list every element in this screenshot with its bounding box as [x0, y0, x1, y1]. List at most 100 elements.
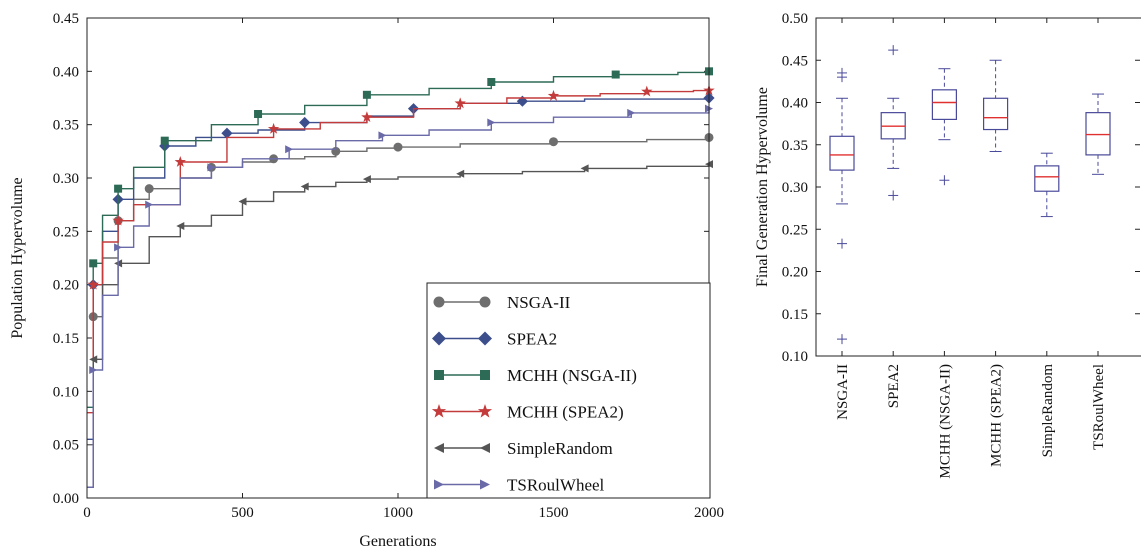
legend-marker: [480, 479, 490, 490]
x-tick-label: 500: [231, 505, 254, 521]
legend-label: NSGA-II: [507, 293, 571, 312]
y-tick-label: 0.00: [53, 491, 79, 507]
y-tick-label: 0.10: [782, 349, 808, 365]
data-point: [580, 164, 589, 173]
series-lines: [87, 67, 715, 489]
y-tick-label: 0.30: [53, 171, 79, 187]
left-axis-ticks: 0.00 0.05 0.10 0.15 0.20 0.25 0.30 0.35 0.40 0.45…: [53, 11, 724, 521]
legend-label: MCHH (NSGA-II): [507, 366, 637, 385]
data-point: [299, 116, 311, 129]
legend-label: SPEA2: [507, 330, 557, 349]
category-label: TSRoulWheel: [1091, 364, 1107, 450]
data-point: [174, 156, 187, 167]
data-point: [176, 222, 185, 230]
data-point: [627, 108, 636, 117]
data-point: [114, 184, 123, 193]
data-point: [144, 184, 154, 194]
data-point: [456, 169, 465, 178]
data-point: [641, 85, 653, 97]
y-tick-label: 0.05: [53, 438, 79, 454]
legend-marker: [434, 443, 444, 453]
data-point: [112, 214, 124, 226]
box: [829, 135, 855, 171]
series-line: [87, 89, 709, 414]
box-y-axis-label: Final Generation Hypervolume: [754, 87, 771, 287]
y-axis-label: Population Hypervolume: [9, 177, 26, 338]
data-point: [611, 70, 620, 79]
x-tick-label: 1000: [383, 505, 413, 521]
y-tick-label: 0.35: [53, 118, 79, 134]
data-point: [454, 97, 466, 109]
y-tick-label: 0.15: [782, 307, 808, 323]
legend-label: TSRoulWheel: [507, 476, 605, 495]
legend-items: NSGA-II SPEA2 MCHH (NSGA-II) MCHH (SPEA2) Si…: [431, 293, 637, 495]
data-point: [362, 90, 371, 99]
y-tick-label: 0.35: [782, 138, 808, 154]
data-point: [89, 259, 98, 268]
category-label: MCHH (NSGA-II): [937, 364, 953, 479]
y-tick-label: 0.30: [782, 180, 808, 196]
legend-marker: [431, 404, 447, 418]
data-point: [487, 78, 496, 86]
box: [982, 97, 1009, 131]
data-point: [89, 366, 98, 374]
y-tick-label: 0.40: [782, 96, 808, 112]
category-label: SPEA2: [886, 364, 902, 408]
right-axis-ticks: 0.10 0.15 0.20 0.25 0.30 0.35 0.40 0.45 0.50: [782, 11, 1140, 365]
legend-marker: [478, 331, 492, 346]
legend-marker: [480, 370, 490, 380]
legend-box: [426, 282, 711, 499]
y-tick-label: 0.10: [53, 384, 79, 400]
legend-label: MCHH (SPEA2): [507, 403, 624, 422]
category-label: NSGA-II: [835, 364, 851, 420]
x-axis-label: Generations: [359, 533, 436, 550]
legend-marker: [479, 296, 491, 308]
y-tick-label: 0.50: [782, 11, 808, 27]
box-plots: NSGA-II SPEA2 MCHH (NSGA-II) MCHH (SPEA2) Si…: [829, 18, 1111, 479]
data-point: [393, 142, 403, 152]
x-tick-label: 0: [83, 505, 91, 521]
data-point: [238, 197, 247, 206]
left-plot-frame: [86, 17, 710, 499]
data-point: [87, 278, 99, 290]
data-point: [221, 127, 233, 139]
data-point: [89, 355, 98, 364]
legend-marker: [433, 296, 445, 308]
series-line: [87, 108, 710, 489]
data-point: [267, 122, 280, 134]
final-hypervolume-box-plot: 0.10 0.15 0.20 0.25 0.30 0.35 0.40 0.45 0.50 NSG…: [754, 11, 1141, 479]
y-tick-label: 0.20: [782, 265, 808, 281]
data-point: [145, 200, 154, 209]
box: [931, 89, 958, 120]
x-tick-label: 2000: [694, 505, 724, 521]
data-point: [547, 89, 560, 101]
legend-marker: [480, 443, 490, 453]
y-tick-label: 0.45: [782, 53, 808, 69]
data-point: [549, 137, 558, 147]
y-tick-label: 0.25: [782, 222, 808, 238]
legend-marker: [432, 331, 446, 346]
box: [1085, 112, 1111, 156]
x-tick-label: 1500: [539, 505, 569, 521]
data-point: [285, 145, 294, 154]
category-label: MCHH (SPEA2): [989, 364, 1005, 467]
data-point: [487, 118, 496, 127]
data-point: [378, 131, 387, 140]
data-point: [516, 95, 528, 107]
y-tick-label: 0.20: [53, 278, 79, 294]
legend-marker: [477, 404, 493, 418]
hypervolume-line-chart: 0.00 0.05 0.10 0.15 0.20 0.25 0.30 0.35 0.40 0.45…: [9, 11, 724, 550]
box: [1034, 165, 1060, 192]
data-point: [362, 175, 371, 184]
data-point: [160, 136, 169, 145]
y-tick-label: 0.45: [53, 11, 79, 27]
data-point: [207, 163, 216, 172]
legend-marker: [434, 479, 444, 490]
legend-marker: [434, 370, 444, 380]
right-plot-frame: [815, 17, 1141, 357]
y-tick-label: 0.25: [53, 224, 79, 240]
data-point: [114, 243, 123, 252]
y-tick-label: 0.15: [53, 331, 79, 347]
y-tick-label: 0.40: [53, 64, 79, 80]
